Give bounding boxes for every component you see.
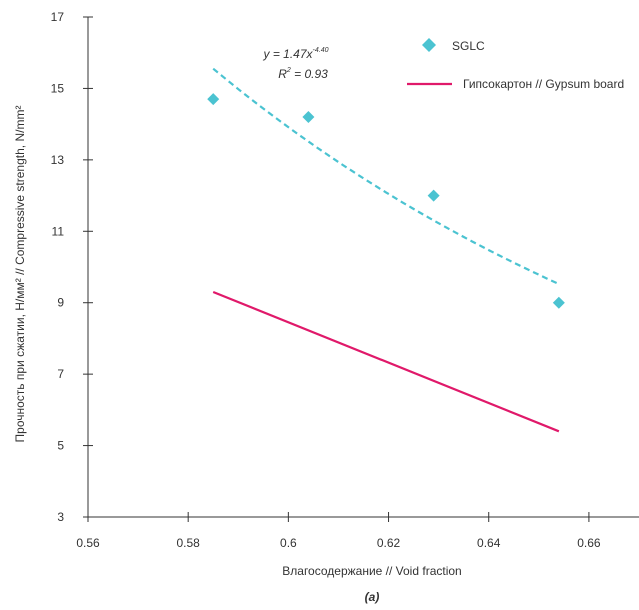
y-tick-label: 5 (57, 439, 64, 453)
y-tick-label: 11 (52, 224, 65, 238)
sglc-data-point (552, 296, 565, 309)
sglc-data-point (427, 189, 440, 202)
x-tick-label: 0.6 (280, 536, 297, 550)
y-tick-label: 3 (57, 510, 64, 524)
legend: SGLC Гипсокартон // Gypsum board (407, 38, 624, 91)
y-tick-label: 15 (51, 81, 65, 95)
x-tick-label: 0.62 (377, 536, 401, 550)
sglc-data-point (302, 111, 315, 123)
sglc-data-point (207, 93, 220, 106)
gypsum-board-line (212, 290, 560, 433)
trendline-equation-base: y = 1.47x (263, 47, 314, 61)
y-ticks: 3 5 7 9 11 13 15 17 (51, 10, 93, 524)
y-tick-label: 17 (51, 10, 65, 24)
r-squared-value: = 0.93 (291, 67, 328, 81)
x-tick-label: 0.66 (577, 536, 601, 550)
x-ticks: 0.56 0.58 0.6 0.62 0.64 0.66 (76, 512, 601, 550)
legend-gypsum-label: Гипсокартон // Gypsum board (463, 77, 624, 91)
series-layer (207, 67, 565, 433)
x-tick-label: 0.64 (477, 536, 501, 550)
trendline-equation: y = 1.47x-4.40 (263, 47, 329, 61)
legend-sglc-label: SGLC (452, 39, 485, 53)
legend-sglc-marker (422, 38, 436, 52)
y-axis-label: Прочность при сжатии, Н/мм² // Compressi… (13, 106, 27, 443)
figure-caption: (a) (365, 590, 380, 604)
x-tick-label: 0.56 (76, 536, 100, 550)
y-tick-label: 13 (51, 153, 65, 167)
y-tick-label: 9 (57, 296, 64, 310)
trendline-r-squared: R2 = 0.93 (278, 67, 328, 81)
x-axis-label: Влагосодержание // Void fraction (282, 564, 461, 578)
sglc-trendline (212, 67, 560, 286)
trendline-equation-exponent: -4.40 (313, 47, 329, 54)
axes (87, 17, 639, 518)
y-tick-label: 7 (57, 367, 64, 381)
r-squared-exponent: 2 (286, 67, 291, 74)
r-squared-label: R (278, 67, 287, 81)
x-tick-label: 0.58 (177, 536, 201, 550)
